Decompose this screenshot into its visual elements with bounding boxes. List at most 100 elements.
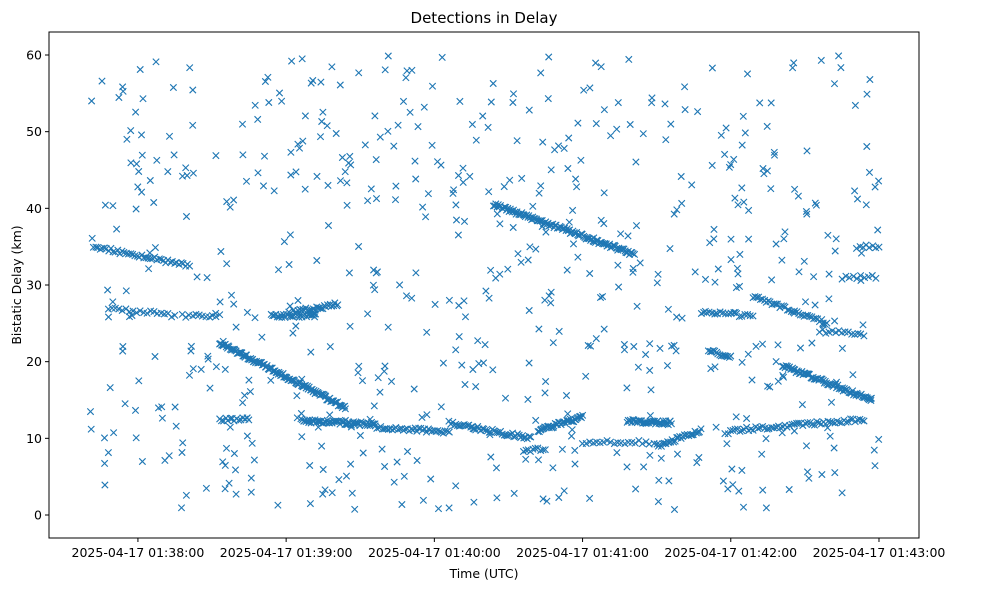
data-point	[319, 465, 327, 474]
data-point	[778, 256, 786, 264]
data-point	[632, 485, 640, 493]
data-point	[323, 122, 331, 130]
data-point	[661, 100, 669, 108]
data-point	[150, 198, 158, 207]
data-point	[681, 106, 689, 114]
data-point	[505, 431, 513, 439]
data-point	[169, 83, 177, 92]
data-point	[801, 298, 810, 306]
data-point	[106, 384, 114, 392]
data-point	[770, 148, 778, 156]
data-point	[351, 421, 359, 429]
data-point	[235, 416, 243, 424]
data-point	[639, 130, 647, 138]
data-point	[223, 260, 231, 268]
data-point	[358, 377, 367, 385]
data-point	[555, 493, 563, 502]
data-point	[412, 175, 420, 183]
data-point	[376, 133, 384, 141]
x-axis-ticks: 2025-04-17 01:38:00 2025-04-17 01:39:00 20…	[72, 538, 946, 560]
data-point	[615, 283, 623, 291]
data-point	[219, 337, 227, 345]
data-point	[847, 415, 855, 423]
data-point	[153, 156, 161, 164]
data-point	[857, 276, 865, 285]
data-point	[221, 365, 229, 373]
data-point	[424, 190, 432, 198]
data-point	[529, 202, 537, 210]
data-point	[711, 363, 719, 371]
data-point	[274, 266, 283, 274]
data-point	[251, 314, 259, 322]
data-point	[727, 256, 735, 264]
data-point	[419, 496, 427, 504]
data-point	[136, 65, 144, 74]
data-point	[364, 310, 372, 318]
data-point	[766, 383, 774, 391]
data-point	[135, 167, 143, 176]
data-point	[212, 363, 220, 371]
data-point	[857, 249, 866, 257]
data-point	[479, 359, 488, 367]
data-point	[835, 52, 843, 60]
data-point	[574, 253, 582, 261]
data-point	[504, 265, 512, 273]
data-point	[221, 461, 229, 469]
data-point	[487, 98, 495, 106]
data-point	[654, 270, 662, 278]
data-point	[179, 439, 187, 447]
data-point	[319, 108, 327, 116]
data-point	[131, 252, 139, 260]
data-point	[633, 302, 641, 310]
data-point	[280, 238, 288, 246]
data-point	[831, 469, 839, 477]
data-point	[411, 157, 419, 165]
data-point	[545, 53, 553, 61]
data-point	[642, 350, 650, 359]
data-point	[811, 199, 819, 207]
data-point	[287, 148, 295, 156]
data-point	[510, 433, 518, 441]
data-point	[772, 358, 780, 366]
data-point	[259, 182, 268, 190]
data-point	[614, 261, 622, 269]
data-point	[292, 322, 300, 330]
data-point	[558, 445, 566, 453]
data-point	[780, 235, 788, 243]
data-point	[113, 225, 121, 233]
data-point	[688, 181, 696, 189]
data-point	[663, 362, 672, 370]
data-point	[666, 245, 674, 253]
data-point	[727, 235, 735, 243]
data-point	[623, 463, 631, 471]
data-point	[795, 268, 803, 276]
data-point	[764, 382, 772, 390]
data-point	[525, 432, 533, 441]
data-point	[763, 425, 771, 433]
data-point	[568, 426, 576, 434]
data-point	[762, 504, 770, 512]
data-point	[313, 256, 321, 265]
data-point	[860, 332, 868, 340]
data-point	[859, 321, 867, 329]
data-point	[549, 339, 557, 347]
data-point	[848, 330, 856, 338]
data-point	[355, 69, 363, 77]
data-point	[518, 174, 526, 182]
data-point	[743, 70, 752, 78]
data-point	[774, 377, 782, 385]
data-point	[665, 477, 673, 485]
data-point	[437, 161, 445, 169]
x-tick-label: 2025-04-17 01:43:00	[813, 545, 946, 560]
data-point	[837, 64, 845, 72]
data-point	[574, 119, 582, 127]
data-point	[723, 440, 731, 448]
data-point	[541, 296, 549, 304]
data-point	[858, 416, 866, 424]
data-point	[695, 453, 703, 462]
data-point	[328, 63, 336, 71]
data-point	[487, 266, 495, 274]
data-point	[398, 500, 406, 509]
x-tick-label: 2025-04-17 01:41:00	[516, 545, 649, 560]
data-point	[391, 196, 400, 204]
